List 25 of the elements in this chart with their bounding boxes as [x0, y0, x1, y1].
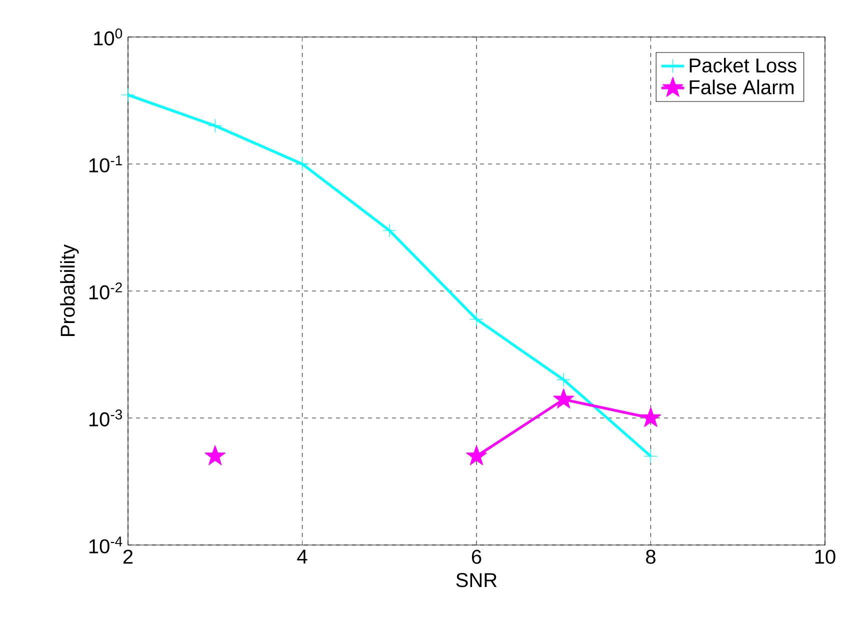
x-tick-label: 6 — [472, 550, 482, 564]
point — [204, 445, 226, 466]
point — [208, 118, 222, 133]
legend-label: False Alarm — [690, 80, 794, 94]
x-tick-label: 2 — [123, 550, 133, 564]
point — [466, 445, 487, 466]
point — [469, 312, 484, 326]
x-tick-label: 8 — [646, 550, 656, 564]
x-tick-label: 10 — [815, 550, 836, 564]
x-axis-title: SNR — [456, 573, 497, 588]
y-tick-label: 10$^{0}$ — [94, 28, 122, 46]
point — [295, 156, 310, 171]
legend-label: Packet Loss — [690, 58, 796, 73]
y-axis-title: Probability — [60, 244, 79, 336]
point — [553, 388, 574, 408]
y-tick-label: 10$^{-4}$ — [89, 536, 122, 554]
y-tick-label: 10$^{-2}$ — [89, 282, 122, 300]
x-tick-label: 4 — [297, 550, 308, 564]
point — [382, 223, 396, 238]
y-tick-label: 10$^{-3}$ — [89, 410, 122, 426]
point — [121, 88, 136, 102]
point — [644, 449, 658, 464]
point — [640, 406, 662, 427]
point — [556, 372, 571, 387]
y-tick-label: 10$^{-1}$ — [89, 156, 122, 172]
